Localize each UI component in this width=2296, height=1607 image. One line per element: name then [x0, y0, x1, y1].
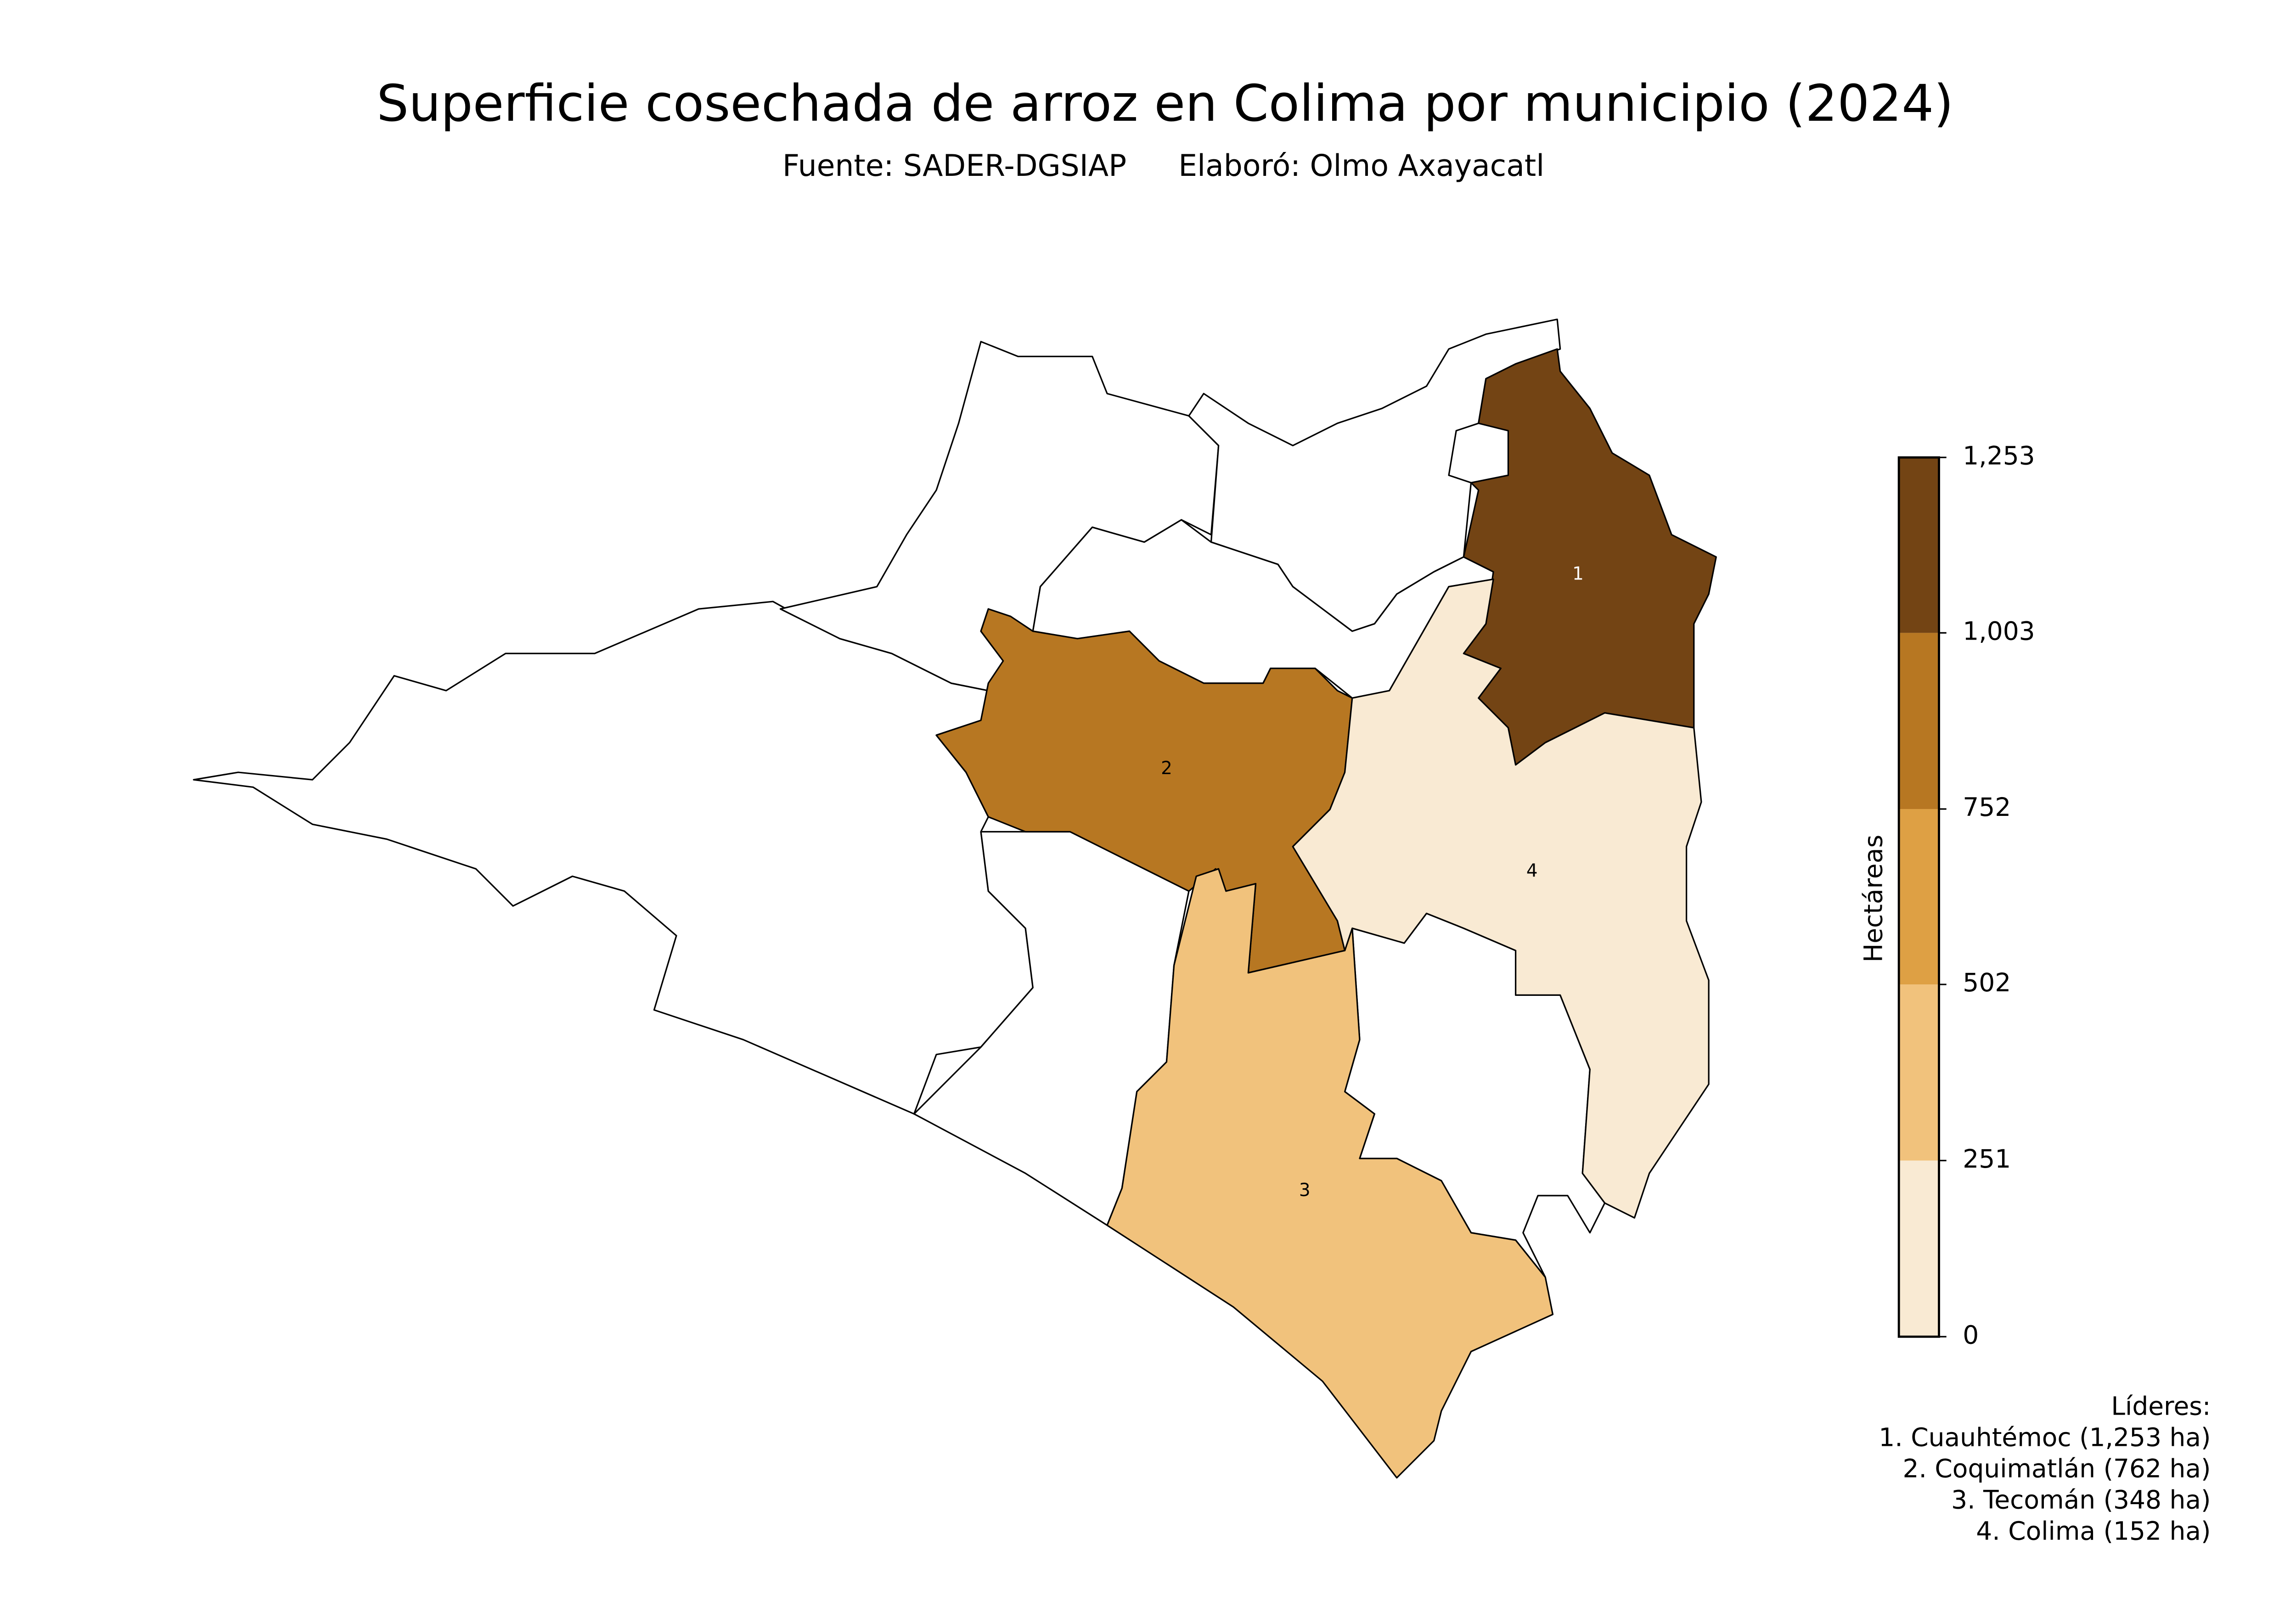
- municipality-region: [1292, 578, 1710, 1219]
- municipality: [193, 601, 1034, 1115]
- colorbar-segment: [1899, 809, 1939, 985]
- colorbar-tick-label: 752: [1963, 792, 2011, 822]
- data-municipalities: 1 2 3 4: [935, 348, 1717, 1479]
- municipality-region: [1463, 348, 1717, 766]
- municipality-region: [1106, 868, 1554, 1479]
- leaders-entry: 4. Colima (152 ha): [1976, 1516, 2211, 1545]
- colorbar-segment: [1899, 1160, 1939, 1337]
- colorbar-tick-label: 502: [1963, 968, 2011, 997]
- leaders-legend: Líderes:1. Cuauhtémoc (1,253 ha)2. Coqui…: [1879, 1392, 2211, 1546]
- region-label: 2: [1161, 758, 1172, 779]
- colorbar-label: Hectáreas: [1859, 835, 1888, 962]
- leaders-entry: 2. Coquimatlán (762 ha): [1902, 1454, 2211, 1483]
- region-label: 4: [1526, 860, 1538, 881]
- colorbar-tick-label: 1,003: [1963, 617, 2035, 646]
- leaders-title: Líderes:: [2111, 1392, 2211, 1421]
- colorbar-segment: [1899, 984, 1939, 1161]
- leaders-entry: 3. Tecomán (348 ha): [1951, 1485, 2211, 1514]
- region-label: 3: [1299, 1180, 1311, 1201]
- colorbar-tick-label: 1,253: [1963, 441, 2035, 470]
- no-data-municipalities: [193, 318, 1606, 1278]
- colorbar-segment: [1899, 457, 1939, 633]
- colorbar-frame: [1897, 456, 1940, 1338]
- leaders-entry: 1. Cuauhtémoc (1,253 ha): [1879, 1423, 2211, 1452]
- title: Superficie cosechada de arroz en Colima …: [377, 74, 1953, 133]
- colorbar-tick-label: 251: [1963, 1144, 2011, 1174]
- subtitle-source: Fuente: SADER-DGSIAP: [782, 149, 1126, 183]
- colorbar-segment: [1899, 633, 1939, 809]
- colorbar: 0 251 502 752 1,003 1,253 Hectáreas: [1859, 441, 2035, 1349]
- region-label: 1: [1572, 563, 1584, 584]
- subtitle-author: Elaboró: Olmo Axayacatl: [1178, 149, 1544, 183]
- colorbar-tick-label: 0: [1963, 1320, 1979, 1349]
